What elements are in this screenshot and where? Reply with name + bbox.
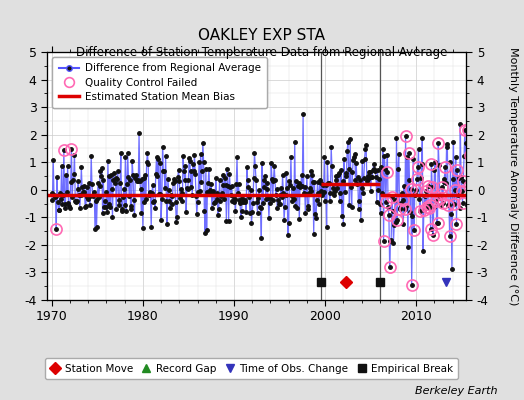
Legend: Difference from Regional Average, Quality Control Failed, Estimated Station Mean: Difference from Regional Average, Qualit… [52, 57, 267, 108]
Y-axis label: Monthly Temperature Anomaly Difference (°C): Monthly Temperature Anomaly Difference (… [508, 47, 518, 305]
Text: Berkeley Earth: Berkeley Earth [416, 386, 498, 396]
Text: Difference of Station Temperature Data from Regional Average: Difference of Station Temperature Data f… [77, 46, 447, 59]
Text: OAKLEY EXP STA: OAKLEY EXP STA [199, 28, 325, 43]
Legend: Station Move, Record Gap, Time of Obs. Change, Empirical Break: Station Move, Record Gap, Time of Obs. C… [45, 358, 459, 379]
